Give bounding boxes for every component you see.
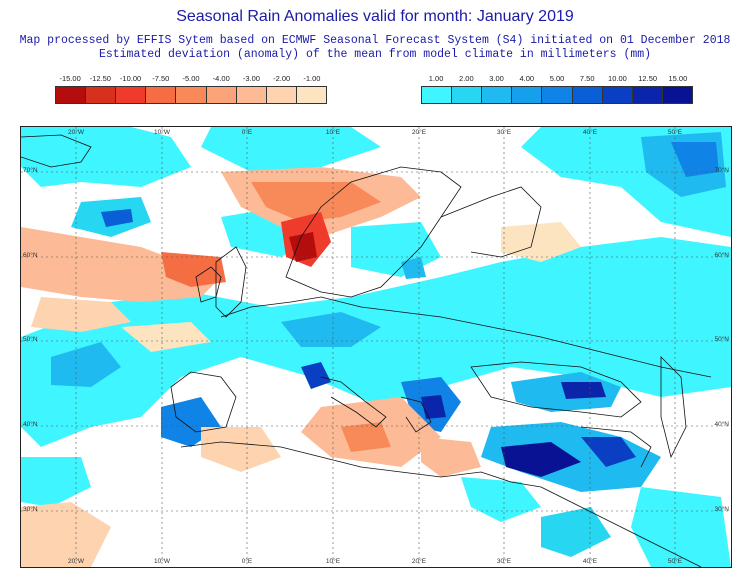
lat-label-60n: 60°N [23, 252, 38, 259]
anomaly-map-canvas [21, 127, 731, 567]
legend-positive-swatch [452, 87, 483, 103]
legend-negative-label: -12.50 [89, 74, 111, 83]
lon-label-top: 10°E [325, 129, 341, 136]
lon-label-bottom: 40°E [582, 558, 598, 565]
legend-positive-swatch [602, 87, 633, 103]
legend-negative-swatch [146, 87, 177, 103]
lon-label-bottom: 0°E [241, 558, 253, 565]
lon-label-bottom: 20°W [68, 558, 84, 565]
legend-positive-swatch [482, 87, 513, 103]
lat-label-70n: 70°N [23, 167, 38, 174]
legend-positive-label: 10.00 [608, 74, 627, 83]
legend-positive-swatch [572, 87, 603, 103]
negative-anomaly-areas [21, 167, 581, 567]
lat-label-50n-right: 50°N [714, 336, 729, 343]
legend-positive-swatch [632, 87, 663, 103]
legend-negative-swatch [56, 87, 87, 103]
lon-label-top: 10°W [154, 129, 170, 136]
legend-negative-swatch [296, 87, 326, 103]
legend-positive-label: 5.00 [549, 74, 565, 83]
legend-negative-swatch [116, 87, 147, 103]
lon-label-bottom: 50°E [667, 558, 683, 565]
lon-label-bottom: 30°E [496, 558, 512, 565]
legend-negative-swatch [206, 87, 237, 103]
legend-positive-labels: 1.00 2.00 3.00 4.00 5.00 7.50 10.00 12.50 15.00 [421, 74, 693, 84]
lat-label-40n-right: 40°N [714, 421, 729, 428]
legend-negative-swatch [266, 87, 297, 103]
legend-negative-label: -4.00 [212, 74, 230, 83]
legend-positive-swatch [662, 87, 692, 103]
map-subtitle-1: Map processed by EFFIS Sytem based on EC… [19, 34, 731, 47]
legend-negative: -15.00 -12.50 -10.00 -7.50 -5.00 -4.00 -3.00 -2… [55, 74, 327, 104]
anomaly-map: 70°N 60°N 50°N 40°N 30°N 70°N 60°N 50°N … [20, 126, 732, 568]
legend-negative-label: -2.00 [273, 74, 291, 83]
legend-positive-swatch [422, 87, 453, 103]
coastlines [21, 134, 712, 567]
lat-label-40n: 40°N [23, 421, 38, 428]
legend-negative-colorbar [55, 86, 327, 104]
lon-label-bottom: 10°W [154, 558, 170, 565]
lon-label-top: 30°E [496, 129, 512, 136]
lon-label-top: 20°W [68, 129, 84, 136]
legend-positive-label: 2.00 [459, 74, 474, 83]
legend-negative-labels: -15.00 -12.50 -10.00 -7.50 -5.00 -4.00 -3.00 -2… [55, 74, 327, 84]
legend-negative-label: -3.00 [242, 74, 260, 83]
legend-positive-label: 3.00 [489, 74, 504, 83]
legend-positive-label: 7.50 [579, 74, 595, 83]
legend-negative-label: -5.00 [182, 74, 200, 83]
map-subtitle-2: Estimated deviation (anomaly) of the mea… [98, 48, 652, 61]
legend-negative-label: -7.50 [152, 74, 170, 83]
legend-positive: 1.00 2.00 3.00 4.00 5.00 7.50 10.00 12.50 15.00 [421, 74, 693, 104]
lon-label-top: 20°E [411, 129, 427, 136]
lat-label-70n-right: 70°N [714, 167, 729, 174]
graticule [21, 127, 731, 567]
legend-negative-label: -10.00 [119, 74, 142, 83]
legend-positive-label: 15.00 [668, 74, 688, 83]
legend-negative-swatch [86, 87, 117, 103]
legend-positive-label: 12.50 [638, 74, 658, 83]
legend-positive-swatch [512, 87, 543, 103]
legend-negative-swatch [176, 87, 207, 103]
lat-label-50n: 50°N [23, 336, 38, 343]
legend-negative-label: -1.00 [303, 74, 321, 83]
lon-label-bottom: 10°E [325, 558, 341, 565]
legend-negative-label: -15.00 [59, 74, 81, 83]
legend-positive-label: 1.00 [428, 74, 444, 83]
lat-label-30n: 30°N [23, 506, 38, 513]
lon-label-bottom: 20°E [411, 558, 427, 565]
map-title: Seasonal Rain Anomalies valid for month:… [176, 8, 574, 25]
legend-positive-label: 4.00 [519, 74, 535, 83]
lat-label-60n-right: 60°N [714, 252, 729, 259]
lon-label-top: 40°E [582, 129, 598, 136]
legend-negative-swatch [236, 87, 267, 103]
legend-positive-swatch [542, 87, 573, 103]
legend-positive-colorbar [421, 86, 693, 104]
lat-label-30n-right: 30°N [714, 506, 729, 513]
lon-label-top: 50°E [667, 129, 683, 136]
lon-label-top: 0°E [241, 129, 253, 136]
